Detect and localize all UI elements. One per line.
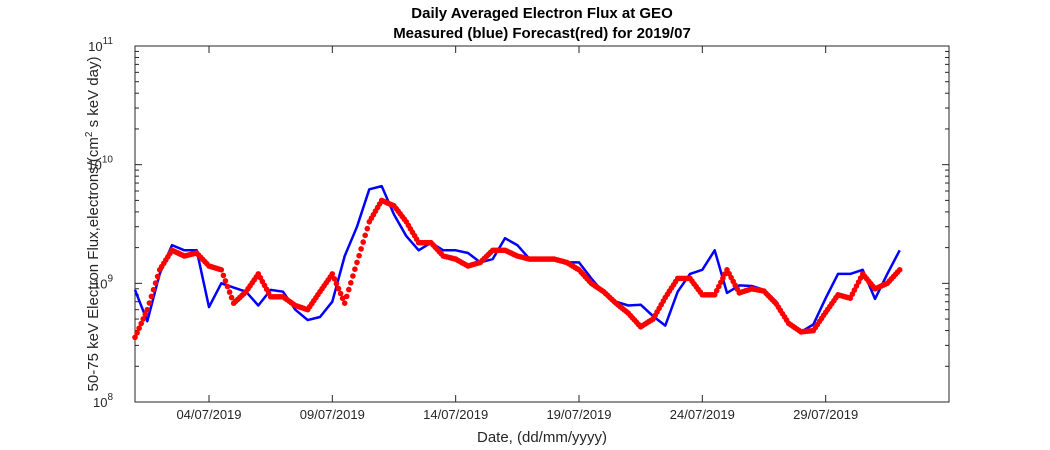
forecast-point: [337, 290, 344, 297]
forecast-point: [335, 285, 342, 292]
y-tick-label: 1010: [87, 155, 113, 173]
x-axis-label: Date, (dd/mm/yyyy): [477, 429, 607, 446]
forecast-point: [154, 273, 161, 280]
forecast-point: [138, 320, 144, 327]
plot-area: [134, 45, 950, 403]
forecast-point: [132, 334, 138, 341]
forecast-point: [224, 283, 231, 290]
forecast-point: [356, 252, 362, 259]
x-axis-ticks: 04/07/2019 09/07/2019 14/07/2019 19/07/2019…: [176, 46, 858, 422]
forecast-point: [343, 293, 350, 300]
forecast-point: [362, 232, 369, 239]
forecast-point: [329, 271, 336, 277]
forecast-point: [222, 278, 229, 284]
y-tick-label-exponent: 11: [103, 36, 114, 47]
forecast-series: [132, 197, 903, 341]
x-tick-label: 19/07/2019: [546, 407, 611, 422]
x-tick-label: 14/07/2019: [423, 407, 488, 422]
forecast-point: [352, 266, 358, 273]
y-tick-label: 1011: [88, 36, 113, 54]
y-axis-label-superscript: 2: [84, 131, 95, 137]
y-tick-label-base: 10: [87, 158, 101, 173]
forecast-point: [140, 316, 146, 322]
forecast-point: [713, 287, 720, 294]
y-axis-label: 50-75 keV Electron Flux,electrons/(cm2 s…: [84, 57, 102, 392]
forecast-point: [358, 246, 364, 252]
forecast-point: [722, 271, 728, 277]
y-tick-label: 108: [93, 392, 113, 410]
y-tick-label-base: 10: [88, 39, 102, 54]
forecast-point: [333, 280, 340, 287]
y-tick-label-exponent: 9: [107, 273, 113, 284]
forecast-point: [354, 259, 360, 266]
y-axis-label-suffix: s keV day): [85, 57, 102, 132]
forecast-point: [148, 293, 155, 300]
forecast-point: [150, 286, 157, 293]
forecast-point: [220, 272, 227, 279]
forecast-point: [134, 330, 140, 336]
forecast-point: [228, 294, 235, 301]
forecast-point: [896, 267, 903, 273]
x-tick-label: 09/07/2019: [300, 407, 365, 422]
x-tick-label: 29/07/2019: [793, 407, 858, 422]
forecast-point: [348, 280, 354, 286]
forecast-point: [152, 280, 159, 286]
forecast-point: [331, 276, 338, 282]
forecast-point: [144, 306, 151, 313]
forecast-point: [720, 275, 726, 282]
forecast-point: [136, 325, 142, 332]
forecast-point: [350, 273, 356, 279]
forecast-point: [341, 300, 348, 307]
x-tick-label: 24/07/2019: [670, 407, 735, 422]
forecast-point: [360, 239, 367, 245]
y-tick-label-exponent: 8: [107, 392, 113, 403]
chart-title-line1: Daily Averaged Electron Flux at GEO: [411, 5, 673, 22]
forecast-point: [364, 225, 371, 232]
forecast-point: [716, 283, 722, 290]
chart-title-line2: Measured (blue) Forecast(red) for 2019/0…: [393, 25, 691, 42]
y-axis-label-prefix: 50-75 keV Electron Flux,electrons/(cm: [85, 137, 102, 391]
y-tick-label-base: 10: [93, 276, 107, 291]
forecast-point: [142, 311, 149, 318]
y-tick-label-base: 10: [93, 395, 107, 410]
forecast-point: [226, 289, 233, 295]
forecast-point: [146, 300, 153, 306]
y-tick-label: 109: [93, 273, 113, 291]
forecast-point: [346, 286, 352, 293]
y-tick-label-exponent: 10: [102, 155, 114, 166]
x-tick-label: 04/07/2019: [176, 407, 241, 422]
forecast-point: [218, 267, 225, 273]
